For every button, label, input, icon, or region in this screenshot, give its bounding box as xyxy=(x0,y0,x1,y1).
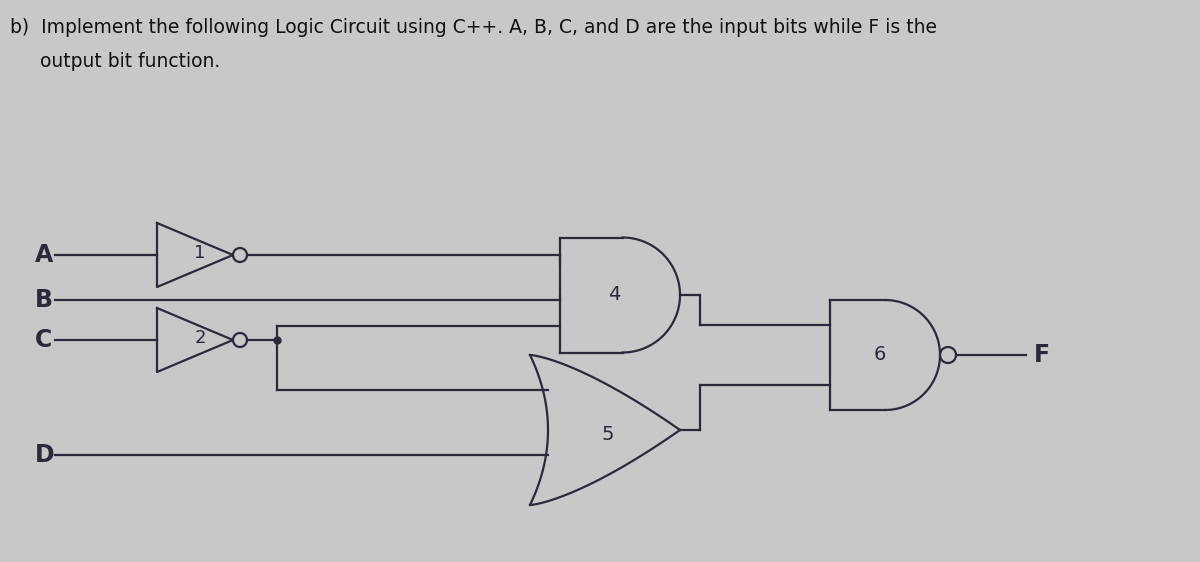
Text: b)  Implement the following Logic Circuit using C++. A, B, C, and D are the inpu: b) Implement the following Logic Circuit… xyxy=(10,18,937,37)
Text: 6: 6 xyxy=(874,346,886,365)
Text: 5: 5 xyxy=(601,425,614,445)
Text: 1: 1 xyxy=(194,244,205,262)
Text: output bit function.: output bit function. xyxy=(10,52,221,71)
Text: 2: 2 xyxy=(194,329,205,347)
Text: 4: 4 xyxy=(608,285,620,305)
Text: F: F xyxy=(1034,343,1050,367)
Text: C: C xyxy=(35,328,53,352)
Text: A: A xyxy=(35,243,53,267)
Text: D: D xyxy=(35,443,55,467)
Text: B: B xyxy=(35,288,53,312)
